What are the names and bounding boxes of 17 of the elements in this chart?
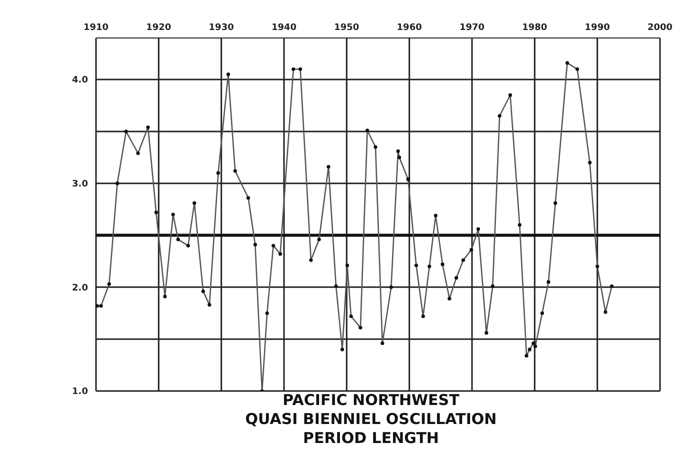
y-tick-label: 2.0 [72,283,88,294]
y-tick-label: 3.0 [72,180,88,190]
x-tick-label: 1940 [271,23,297,33]
text: QUASI BIENNIEL OSCILLATION [244,410,498,429]
y-tick-label: 1.0 [72,387,88,398]
text: PERIOD LENGTH [302,429,440,448]
x-tick-label: 2000 [647,23,673,33]
x-tick-label: 1960 [396,23,422,33]
x-tick-label: 1970 [459,23,485,33]
x-tick-label: 1990 [584,23,610,33]
x-tick-label: 1930 [208,23,234,33]
x-tick-label: 1920 [146,23,172,33]
x-tick-label: 1980 [522,23,548,33]
x-tick-label: 1910 [83,23,109,33]
text: PACIFIC NORTHWEST [282,391,460,409]
y-tick-label: 4.0 [72,76,88,86]
x-tick-label: 1950 [334,23,360,33]
